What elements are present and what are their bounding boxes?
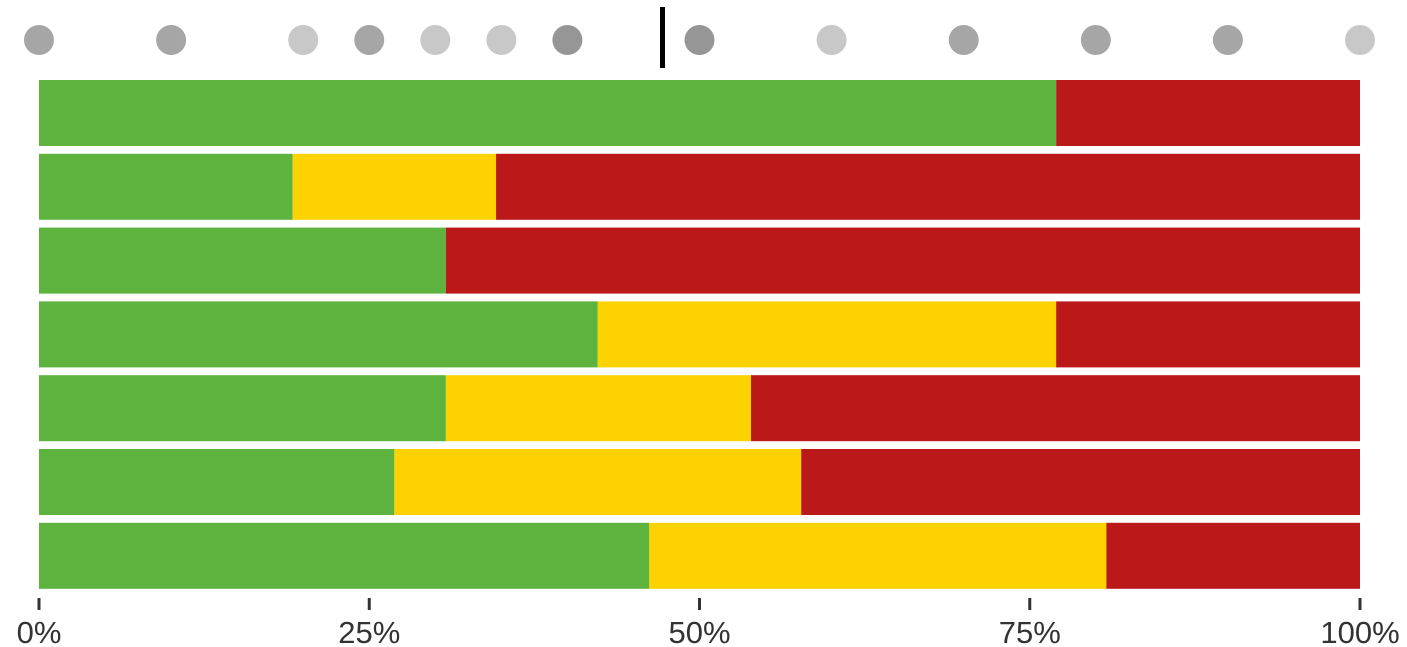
bar-segment-red [1056,301,1360,368]
bar-segment-green [39,227,446,294]
bar-row [39,449,1360,515]
dot-marker [552,25,583,55]
bar-segment-green [39,301,598,368]
dot-marker [486,25,517,55]
bar-segment-red [801,449,1360,515]
bar-segment-yellow [649,522,1107,589]
bar-row [39,227,1360,294]
bar-segment-green [39,153,293,220]
bar-segment-red [751,375,1360,442]
bar-row [39,301,1360,368]
bar-segment-green [39,522,650,589]
x-tick-label: 0% [17,615,62,647]
dot-marker [684,25,715,55]
bar-segment-yellow [597,301,1057,368]
dot-marker [816,25,847,55]
bar-segment-green [39,375,446,442]
bars-group [39,80,1360,589]
x-tick-label: 50% [668,615,730,647]
x-tick-label: 75% [999,615,1061,647]
x-axis: 0% 25% 50% 75% 100% [17,598,1400,647]
dot-marker [156,25,187,55]
dot-strip [24,25,1375,55]
dot-marker [420,25,451,55]
bar-segment-red [1056,80,1360,146]
bar-row [39,80,1360,146]
dot-marker [354,25,385,55]
bar-segment-red [445,227,1360,294]
bar-row [39,375,1360,442]
x-tick-label: 25% [338,615,400,647]
x-tick-label: 100% [1320,615,1399,647]
bar-row [39,522,1360,589]
dot-marker [1212,25,1243,55]
dot-marker [1080,25,1111,55]
dot-marker [288,25,319,55]
bar-segment-red [496,153,1360,220]
bar-segment-yellow [394,449,802,515]
dot-marker [1345,25,1375,55]
bar-segment-green [39,80,1057,146]
dot-marker [24,25,54,55]
bar-segment-green [39,449,395,515]
bar-segment-red [1106,522,1360,589]
bar-segment-yellow [292,153,497,220]
bar-segment-yellow [445,375,752,442]
dot-marker [948,25,979,55]
bar-row [39,153,1360,220]
